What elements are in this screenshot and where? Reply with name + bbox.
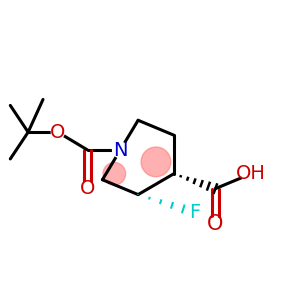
Text: O: O xyxy=(207,214,224,234)
Text: OH: OH xyxy=(236,164,266,183)
Text: F: F xyxy=(189,203,200,222)
Circle shape xyxy=(209,218,222,231)
Circle shape xyxy=(51,126,64,139)
Circle shape xyxy=(112,142,128,158)
Circle shape xyxy=(141,147,171,177)
Circle shape xyxy=(188,206,201,219)
Circle shape xyxy=(242,164,261,183)
Circle shape xyxy=(81,182,94,195)
Text: N: N xyxy=(113,140,127,160)
Circle shape xyxy=(103,163,126,185)
Text: O: O xyxy=(50,123,65,142)
Text: O: O xyxy=(80,179,95,198)
